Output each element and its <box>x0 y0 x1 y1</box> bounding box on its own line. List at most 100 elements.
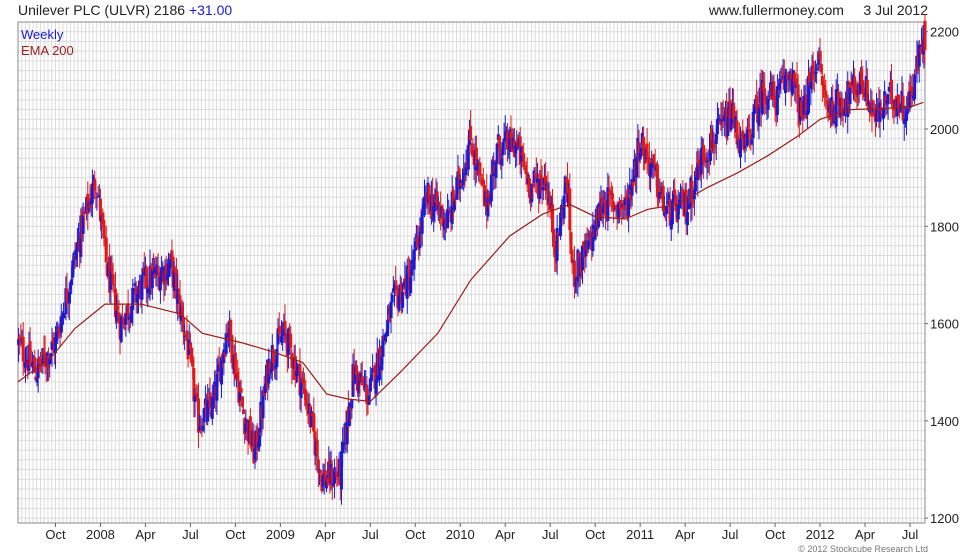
candle-body <box>71 260 75 278</box>
candle-body <box>305 403 309 407</box>
candle-body <box>386 319 390 336</box>
candle-body <box>801 111 805 119</box>
candle-body <box>752 105 756 114</box>
candle-body <box>133 283 137 287</box>
candle-body <box>137 290 141 299</box>
candle-body <box>685 212 689 226</box>
candle-body <box>837 91 841 106</box>
grid <box>17 22 926 523</box>
candle-body <box>804 94 808 119</box>
candle-body <box>479 174 483 176</box>
candle-body <box>432 205 436 221</box>
candle-body <box>720 118 724 122</box>
candle-body <box>57 328 61 333</box>
x-tick-label: Apr <box>855 527 876 542</box>
candle-body <box>604 199 608 216</box>
candle-body <box>569 232 573 254</box>
source-link[interactable]: www.fullermoney.com <box>708 2 844 18</box>
candle-body <box>309 411 313 428</box>
candle-body <box>489 174 493 202</box>
candle-body <box>196 398 200 433</box>
candle-body <box>36 358 40 379</box>
candle-body <box>113 288 117 318</box>
candle-body <box>783 74 787 93</box>
candle-body <box>778 78 782 90</box>
candle-body <box>127 317 131 320</box>
candle-body <box>732 105 736 119</box>
candle-body <box>642 136 646 157</box>
candle-body <box>527 178 531 198</box>
candle-body <box>365 384 369 405</box>
candle-body <box>244 424 248 432</box>
candle-body <box>901 95 905 121</box>
candles <box>17 14 927 505</box>
y-tick-label: 1800 <box>930 219 959 234</box>
candle-body <box>63 316 67 318</box>
candle-body <box>620 208 624 210</box>
candle-body <box>697 159 701 166</box>
candle-body <box>763 88 767 100</box>
candle-body <box>866 102 870 104</box>
candle-body <box>760 80 764 114</box>
candle-body <box>741 130 745 141</box>
candle-body <box>751 111 755 139</box>
candle-body <box>748 129 752 134</box>
x-tick-label: 2008 <box>86 527 115 542</box>
candle-body <box>140 275 144 300</box>
candle-body <box>21 336 25 362</box>
candle-body <box>124 313 128 325</box>
y-tick-label: 2200 <box>930 25 959 40</box>
candle-body <box>452 200 456 211</box>
candle-body <box>476 164 480 171</box>
candle-body <box>286 328 290 355</box>
candle-body <box>192 368 196 401</box>
candle-body <box>478 162 482 176</box>
candle-body <box>522 153 526 168</box>
candle-body <box>787 79 791 81</box>
candle-body <box>153 268 157 275</box>
candle-body <box>230 335 234 364</box>
candle-body <box>658 191 662 199</box>
candle-body <box>283 320 287 330</box>
candle-body <box>103 236 107 238</box>
candle-body <box>913 74 917 100</box>
candle-body <box>123 327 127 329</box>
candle-body <box>531 185 535 187</box>
candle-body <box>710 128 714 152</box>
candle-body <box>117 312 121 324</box>
x-tick-label: Jul <box>722 527 739 542</box>
candle-body <box>553 240 557 258</box>
candle-body <box>623 197 627 205</box>
x-tick-label: Oct <box>405 527 426 542</box>
candle-body <box>104 237 108 263</box>
candle-body <box>556 232 560 236</box>
candle-body <box>44 365 48 368</box>
candle-body <box>296 366 300 376</box>
candle-body <box>824 90 828 98</box>
candle-body <box>812 75 816 77</box>
candle-body <box>884 95 888 106</box>
candle-body <box>81 215 85 234</box>
chart-title: Unilever PLC (ULVR) 2186 +31.00 <box>18 2 232 18</box>
candle-body <box>275 348 279 368</box>
x-tick-label: 2012 <box>806 527 835 542</box>
candle-body <box>823 85 827 91</box>
candle-body <box>728 99 732 131</box>
candle-body <box>538 178 542 200</box>
candle-body <box>33 357 37 373</box>
candle-body <box>277 325 281 335</box>
candle-body <box>164 263 168 283</box>
candle-body <box>53 337 57 354</box>
candle-body <box>442 222 446 230</box>
candle-body <box>726 117 730 136</box>
candle-body <box>631 181 635 186</box>
candle-body <box>315 439 319 456</box>
candle-body <box>379 346 383 366</box>
candle-body <box>835 89 839 92</box>
candle-body <box>75 243 79 252</box>
candle-body <box>290 352 294 368</box>
candle-body <box>97 195 101 197</box>
candle-body <box>116 306 120 310</box>
candle-body <box>112 284 116 286</box>
candle-body <box>367 395 371 405</box>
